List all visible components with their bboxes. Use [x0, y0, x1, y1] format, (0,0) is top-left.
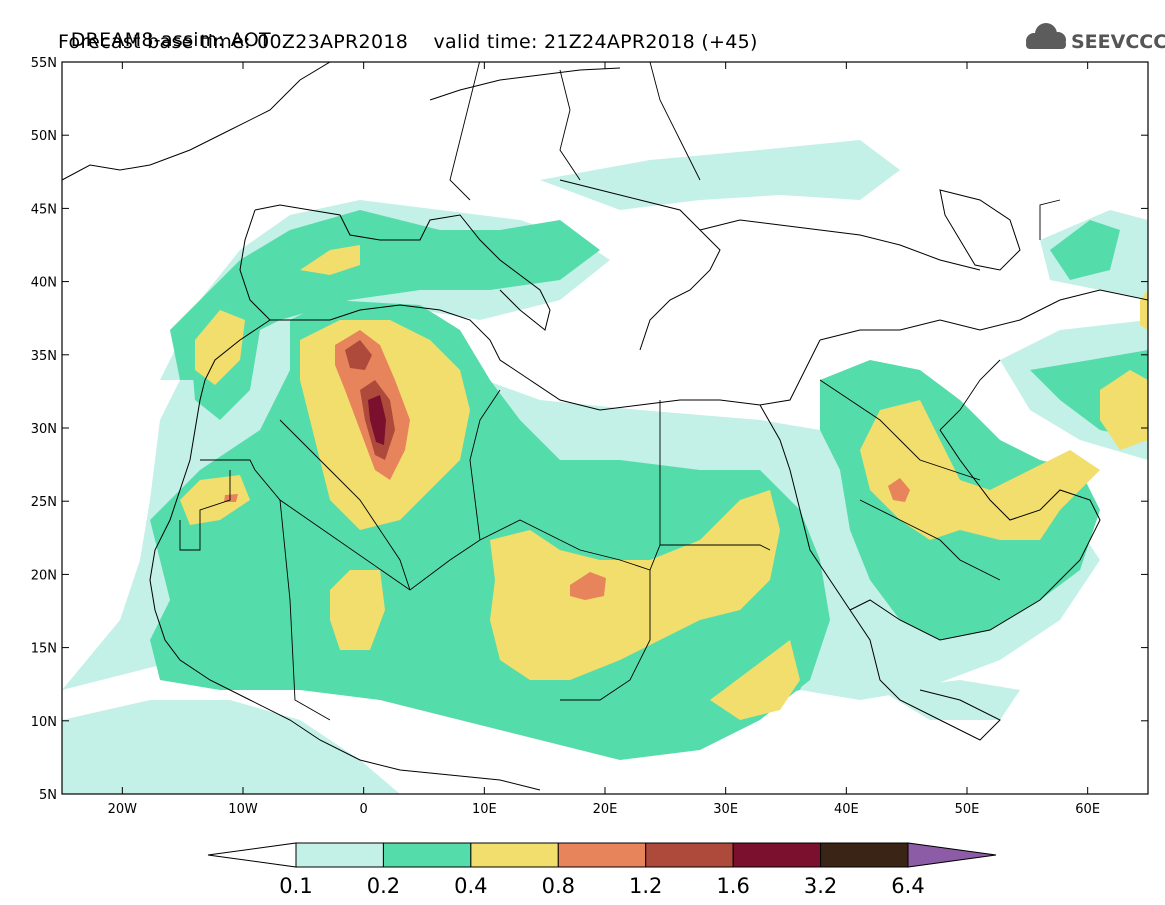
- lat-tick-label-5: 30N: [31, 422, 57, 437]
- logo-text: SEEVCCC: [1071, 31, 1165, 53]
- colorbar-over-triangle: [907, 842, 997, 868]
- seevccc-logo: SEEVCCC: [1026, 23, 1165, 53]
- aot-level-1.6: [368, 395, 386, 445]
- colorbar-label-3: 0.8: [542, 874, 575, 898]
- lon-tick-label-4: 20E: [593, 802, 618, 817]
- lon-tick-label-6: 40E: [834, 802, 859, 817]
- colorbar-box-6: [820, 842, 909, 868]
- aot-field: [62, 62, 1148, 794]
- lat-tick-label-2: 45N: [31, 202, 57, 217]
- model-title: DREAM8-assim: AOT: [70, 29, 271, 51]
- lon-tick-label-3: 10E: [472, 802, 497, 817]
- title-line-1: DREAM8-assim: AOT: [58, 7, 271, 51]
- lat-tick-label-1: 50N: [31, 129, 57, 144]
- colorbar-box-5: [732, 842, 822, 868]
- lat-tick-label-0: 55N: [31, 56, 57, 71]
- lon-axis: 20W 10W 0 10E 20E 30E 40E 50E 60E: [108, 62, 1100, 817]
- lat-tick-label-6: 25N: [31, 495, 57, 510]
- colorbar-box-4: [645, 842, 734, 868]
- colorbar-label-7: 6.4: [891, 874, 924, 898]
- title-line-2: Forecast base time: 00Z23APR2018 valid t…: [58, 31, 758, 53]
- colorbar-label-4: 1.2: [629, 874, 662, 898]
- cloud-icon: [1026, 23, 1066, 49]
- colorbar-label-6: 3.2: [804, 874, 837, 898]
- lat-tick-label-7: 20N: [31, 568, 57, 583]
- lat-axis: 55N 50N 45N 40N 35N 30N 25N 20N 15N 10N 5N: [31, 56, 1148, 803]
- lat-tick-label-4: 35N: [31, 349, 57, 364]
- colorbar-label-1: 0.2: [367, 874, 400, 898]
- lon-tick-label-7: 50E: [955, 802, 980, 817]
- valid-time: valid time: 21Z24APR2018 (+45): [433, 31, 758, 53]
- colorbar-box-1: [382, 842, 472, 868]
- lon-tick-label-5: 30E: [713, 802, 738, 817]
- lon-tick-label-1: 10W: [228, 802, 258, 817]
- lon-tick-label-8: 60E: [1075, 802, 1100, 817]
- lon-tick-label-2: 0: [360, 802, 368, 817]
- colorbar-label-5: 1.6: [716, 874, 749, 898]
- colorbar-box-2: [470, 842, 559, 868]
- lat-tick-label-3: 40N: [31, 276, 57, 291]
- colorbar-box-0: [295, 842, 384, 868]
- lat-tick-label-8: 15N: [31, 642, 57, 657]
- lon-tick-label-0: 20W: [108, 802, 138, 817]
- forecast-base-time: Forecast base time: 00Z23APR2018: [58, 31, 409, 53]
- colorbar-under-triangle: [207, 842, 297, 868]
- colorbar-box-3: [557, 842, 647, 868]
- colorbar: 0.1 0.2 0.4 0.8 1.2 1.6 3.2 6.4: [207, 842, 997, 898]
- colorbar-label-2: 0.4: [454, 874, 487, 898]
- lat-tick-label-10: 5N: [39, 788, 57, 803]
- colorbar-label-0: 0.1: [279, 874, 312, 898]
- coastlines: [62, 62, 1148, 791]
- borders: [179, 62, 1061, 721]
- lat-tick-label-9: 10N: [31, 715, 57, 730]
